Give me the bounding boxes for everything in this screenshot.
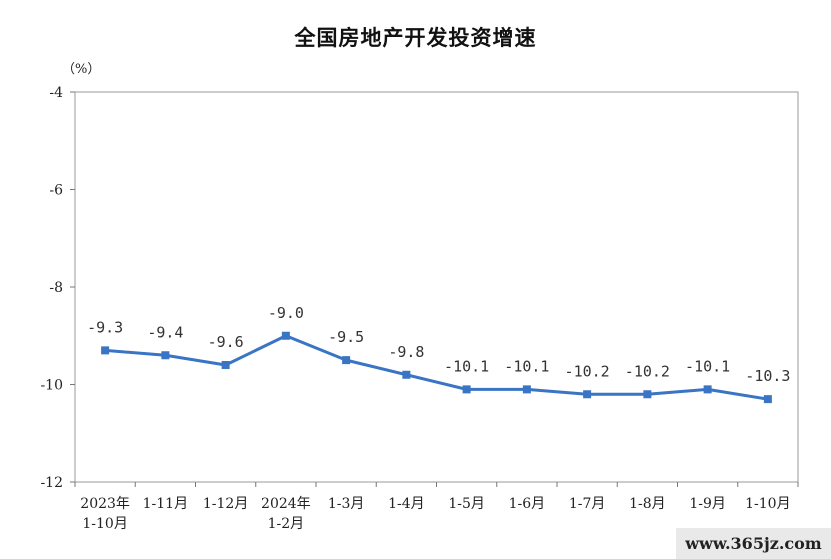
data-point: [281, 331, 290, 340]
data-label: -10.1: [504, 357, 549, 375]
data-point: [763, 395, 772, 404]
data-point: [462, 385, 471, 394]
data-label: -9.3: [87, 318, 123, 336]
data-point: [402, 370, 411, 379]
data-point: [522, 385, 531, 394]
x-tick-label: 1-5月: [448, 496, 485, 512]
y-tick-label: -6: [49, 183, 63, 199]
plot-area-frame: [74, 91, 799, 483]
data-label: -9.8: [388, 343, 424, 361]
data-point: [342, 356, 351, 365]
x-tick-label: 1-12月: [203, 496, 248, 512]
data-point: [161, 351, 170, 360]
data-point: [643, 390, 652, 399]
data-label: -9.0: [268, 304, 304, 322]
data-point: [221, 361, 230, 369]
x-tick-label: 2023年 1-10月: [80, 496, 130, 532]
data-point: [583, 390, 592, 399]
x-tick-label: 1-8月: [629, 496, 666, 512]
data-label: -9.5: [328, 328, 364, 346]
watermark: www.365jz.com: [676, 528, 831, 559]
x-tick-label: 1-9月: [689, 496, 726, 512]
data-label: -10.1: [685, 357, 730, 375]
x-tick-label: 2024年 1-2月: [261, 496, 311, 532]
data-label: -10.1: [444, 357, 489, 375]
x-tick-label: 1-10月: [745, 496, 790, 512]
data-label: -10.3: [745, 367, 790, 385]
x-tick-label: 1-11月: [143, 496, 188, 512]
chart-title: 全国房地产开发投资增速: [294, 26, 537, 50]
y-axis-unit-label: （%）: [62, 62, 101, 77]
x-tick-label: 1-3月: [328, 496, 365, 512]
x-tick-label: 1-6月: [509, 496, 546, 512]
x-tick-label: 1-4月: [388, 496, 425, 512]
y-tick-label: -12: [40, 475, 63, 491]
y-tick-label: -10: [40, 378, 63, 394]
y-tick-label: -4: [49, 85, 63, 101]
y-tick-label: -8: [49, 280, 63, 296]
data-point: [101, 346, 110, 355]
series-line: [105, 334, 769, 401]
data-label: -10.2: [625, 362, 670, 380]
data-point: [703, 385, 712, 394]
data-label: -9.4: [147, 323, 183, 341]
data-label: -9.6: [208, 333, 244, 351]
x-tick-label: 1-7月: [569, 496, 606, 512]
data-label: -10.2: [565, 362, 610, 380]
